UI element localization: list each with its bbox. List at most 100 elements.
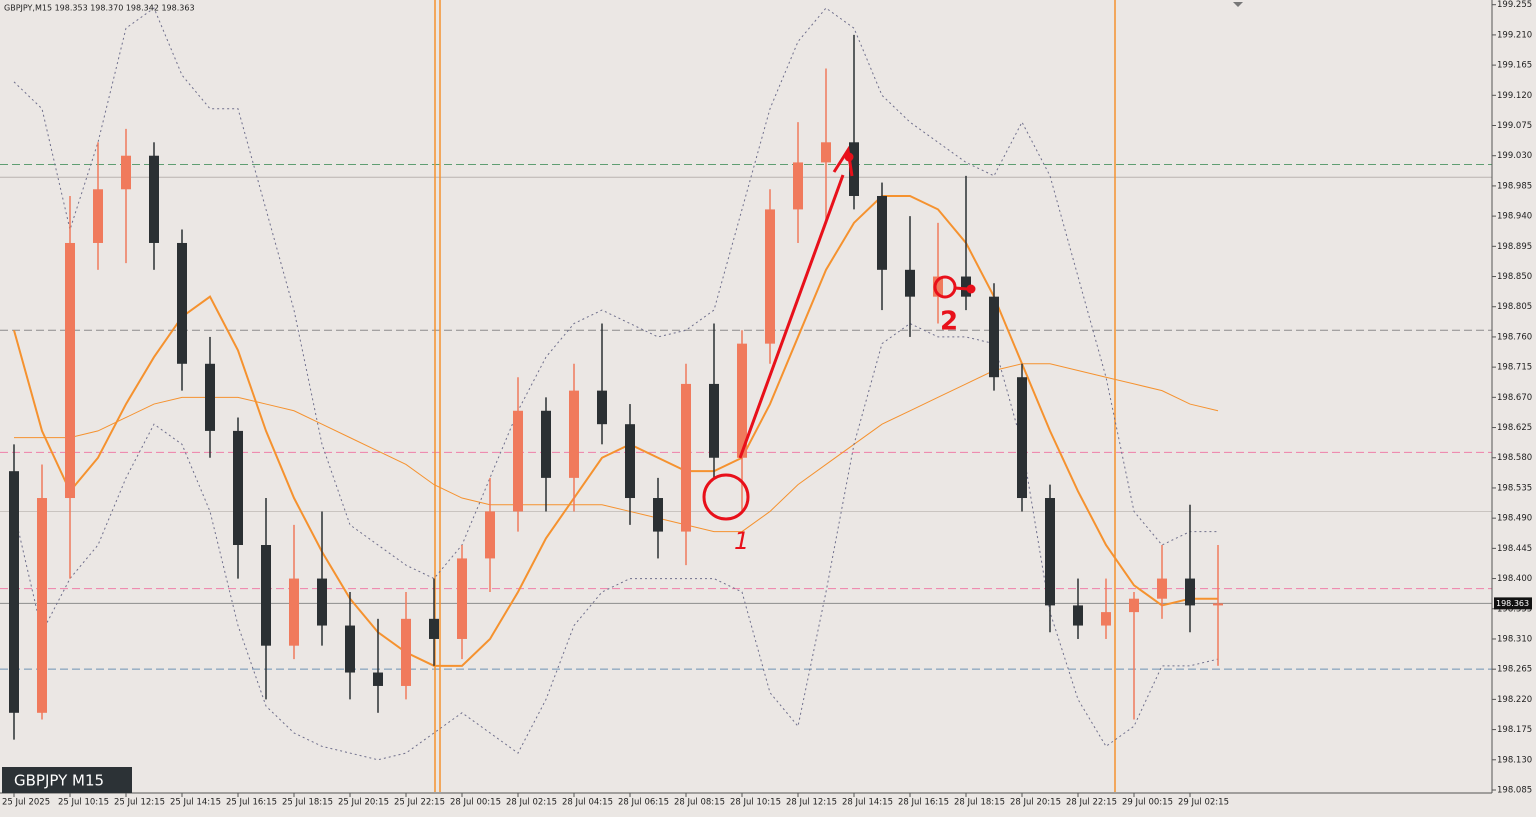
- y-tick-label: 198.805: [1497, 302, 1532, 312]
- candle-body: [569, 390, 579, 478]
- y-tick-label: 199.165: [1497, 61, 1532, 71]
- indicator-line: [13, 194, 1218, 667]
- candle-body: [933, 276, 943, 297]
- candle-body: [513, 410, 523, 512]
- y-tick-label: 199.210: [1497, 30, 1532, 40]
- candle-body: [1157, 578, 1167, 599]
- x-tick-label: 29 Jul 02:15: [1178, 798, 1229, 808]
- annotation-arrow: [738, 174, 845, 459]
- y-tick-label: 198.940: [1497, 212, 1532, 222]
- candle-body: [121, 155, 131, 190]
- annotation-arrowhead: [832, 145, 854, 177]
- x-tick-label: 25 Jul 12:15: [114, 798, 165, 808]
- x-tick-label: 28 Jul 08:15: [674, 798, 725, 808]
- x-tick-label: 28 Jul 18:15: [954, 798, 1005, 808]
- candle-body: [233, 430, 243, 546]
- x-tick-label: 28 Jul 06:15: [618, 798, 669, 808]
- candle-body: [821, 142, 831, 163]
- candle-body: [625, 424, 635, 499]
- symbol-label-box: [2, 767, 132, 793]
- y-tick-label: 198.580: [1497, 453, 1532, 463]
- candle-body: [989, 296, 999, 378]
- x-tick-label: 25 Jul 14:15: [170, 798, 221, 808]
- candle-body: [261, 545, 271, 646]
- annotation: [702, 145, 969, 521]
- annotation-dot: [966, 284, 976, 294]
- x-tick-label: 28 Jul 00:15: [450, 798, 501, 808]
- y-tick-label: 199.075: [1497, 121, 1532, 131]
- y-tick-label: 198.715: [1497, 363, 1532, 373]
- candle-body: [93, 189, 103, 243]
- y-tick-label: 199.120: [1497, 91, 1532, 101]
- y-tick-label: 198.310: [1497, 634, 1532, 644]
- y-tick-label: 198.760: [1497, 332, 1532, 342]
- x-tick-label: 25 Jul 16:15: [226, 798, 277, 808]
- candle-body: [317, 578, 327, 626]
- candle-body: [541, 410, 551, 478]
- x-tick-label: 29 Jul 00:15: [1122, 798, 1173, 808]
- x-tick-label: 28 Jul 22:15: [1066, 798, 1117, 808]
- candle-body: [681, 383, 691, 532]
- x-tick-label: 25 Jul 20:15: [338, 798, 389, 808]
- x-tick-label: 28 Jul 16:15: [898, 798, 949, 808]
- x-tick-label: 25 Jul 2025: [2, 798, 50, 808]
- y-tick-label: 198.895: [1497, 242, 1532, 252]
- annotation-circle: [933, 275, 957, 299]
- x-tick-label: 28 Jul 12:15: [786, 798, 837, 808]
- annotation-circle: [702, 473, 750, 521]
- y-tick-label: 198.265: [1497, 665, 1532, 675]
- x-tick-label: 25 Jul 18:15: [282, 798, 333, 808]
- candle-body: [1213, 603, 1223, 606]
- annotation-text: 2: [940, 307, 958, 337]
- candle-body: [457, 558, 467, 639]
- candle-body: [793, 162, 803, 210]
- y-tick-label: 198.850: [1497, 272, 1532, 282]
- x-tick-label: 28 Jul 14:15: [842, 798, 893, 808]
- x-tick-label: 25 Jul 22:15: [394, 798, 445, 808]
- candle-body: [1101, 612, 1111, 626]
- y-tick-label: 198.445: [1497, 544, 1532, 554]
- candle-body: [9, 471, 19, 713]
- candle-body: [737, 343, 747, 458]
- symbol-label: GBPJPY M15: [14, 772, 104, 790]
- candle-body: [765, 209, 775, 344]
- chart-title: GBPJPY,M15 198.353 198.370 198.342 198.3…: [4, 4, 195, 13]
- candle-body: [877, 195, 887, 270]
- candle-body: [905, 269, 915, 297]
- candle-body: [485, 511, 495, 559]
- y-tick-label: 198.085: [1497, 785, 1532, 795]
- candle-body: [1129, 598, 1139, 613]
- annotation-dot: [844, 152, 854, 162]
- candle-body: [345, 625, 355, 673]
- y-tick-label: 198.175: [1497, 725, 1532, 735]
- x-tick-label: 25 Jul 10:15: [58, 798, 109, 808]
- candle-body: [961, 276, 971, 297]
- y-tick-label: 198.130: [1497, 755, 1532, 765]
- candle-body: [1185, 578, 1195, 606]
- candle-body: [849, 142, 859, 196]
- shift-marker: [1233, 2, 1243, 7]
- y-tick-label: 198.400: [1497, 574, 1532, 584]
- x-tick-label: 28 Jul 10:15: [730, 798, 781, 808]
- candle-body: [597, 390, 607, 425]
- x-tick-label: 28 Jul 04:15: [562, 798, 613, 808]
- candle-body: [1073, 605, 1083, 626]
- y-tick-label: 198.220: [1497, 695, 1532, 705]
- y-tick-label: 198.625: [1497, 423, 1532, 433]
- candle-body: [709, 383, 719, 458]
- candle-body: [401, 618, 411, 686]
- candle-body: [65, 242, 75, 499]
- candle-body: [1017, 377, 1027, 499]
- candle-body: [1045, 498, 1055, 606]
- annotation-text: 1: [734, 527, 749, 555]
- price-label: 198.363: [1496, 599, 1529, 608]
- candle-body: [205, 363, 215, 431]
- y-tick-label: 198.670: [1497, 393, 1532, 403]
- candle-body: [653, 498, 663, 532]
- candle-body: [289, 578, 299, 646]
- price-label-box: [1494, 597, 1532, 610]
- candle-body: [373, 672, 383, 686]
- x-tick-label: 28 Jul 02:15: [506, 798, 557, 808]
- y-tick-label: 198.985: [1497, 181, 1532, 191]
